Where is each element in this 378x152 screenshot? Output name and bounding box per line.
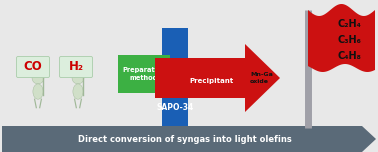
Ellipse shape (33, 84, 43, 99)
Text: H₂: H₂ (68, 60, 84, 74)
Bar (118, 55, 170, 93)
Circle shape (32, 72, 44, 84)
Bar (162, 28, 188, 126)
Text: Direct conversion of syngas into light olefins: Direct conversion of syngas into light o… (78, 135, 292, 143)
Text: Preparation
method: Preparation method (122, 67, 166, 81)
FancyBboxPatch shape (59, 57, 93, 78)
Text: CO: CO (23, 60, 42, 74)
FancyBboxPatch shape (17, 57, 50, 78)
Ellipse shape (73, 84, 83, 99)
Polygon shape (308, 4, 375, 72)
Polygon shape (2, 126, 376, 152)
Text: C₂H₄: C₂H₄ (338, 19, 361, 29)
Text: Precipitant: Precipitant (190, 78, 234, 84)
Polygon shape (155, 44, 280, 112)
Text: C₄H₈: C₄H₈ (338, 51, 361, 61)
Text: Mn-Ga
oxide: Mn-Ga oxide (250, 72, 273, 84)
Text: SAPO-34: SAPO-34 (156, 104, 194, 112)
Text: C₃H₆: C₃H₆ (338, 35, 361, 45)
Circle shape (72, 72, 84, 84)
